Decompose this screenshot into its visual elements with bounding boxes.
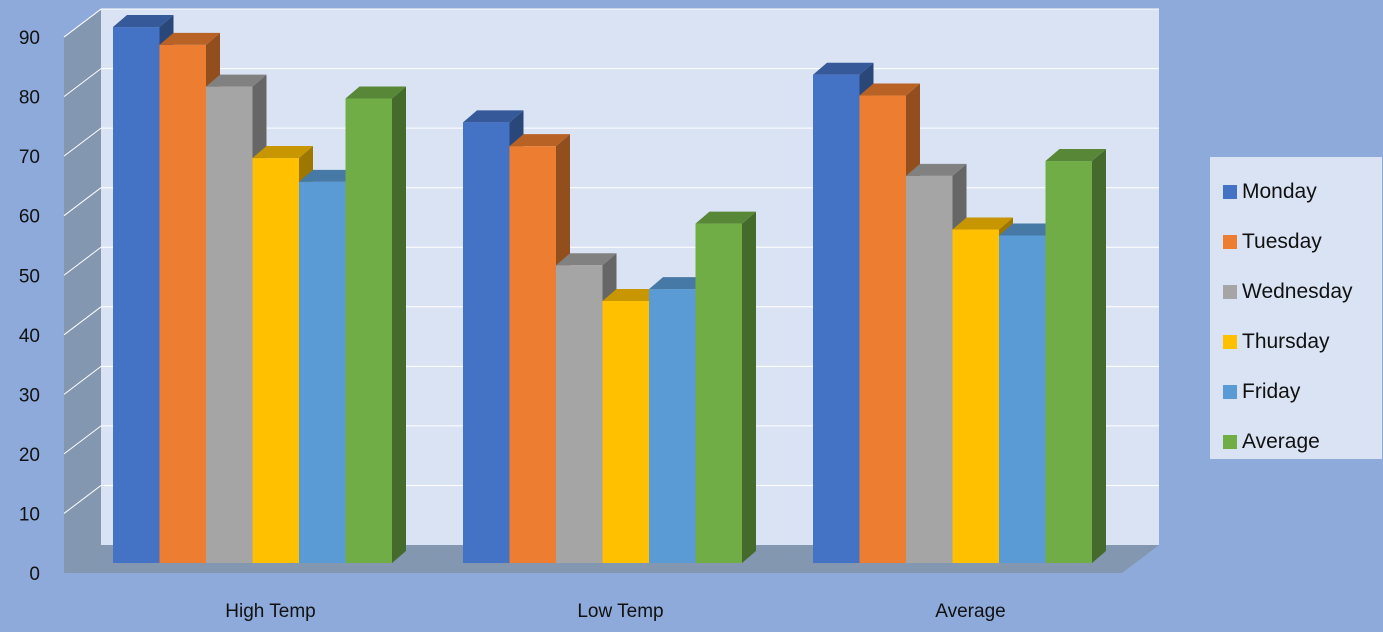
legend-swatch bbox=[1223, 435, 1237, 449]
gridline-side bbox=[63, 127, 102, 157]
bar-top bbox=[345, 86, 406, 99]
bar-top bbox=[859, 83, 920, 96]
legend: Monday Tuesday Wednesday Thursday Friday Aver… bbox=[1210, 157, 1382, 459]
y-tick-label: 50 bbox=[19, 266, 40, 287]
bar-front bbox=[649, 289, 696, 563]
y-tick-label: 40 bbox=[19, 326, 40, 347]
legend-label: Monday bbox=[1242, 180, 1317, 203]
x-tick-label: Low Temp bbox=[577, 601, 663, 622]
bar-front bbox=[999, 235, 1046, 563]
bar-top bbox=[999, 223, 1060, 236]
legend-swatch bbox=[1223, 235, 1237, 249]
bar-front bbox=[556, 265, 603, 563]
y-axis-ticks: 0 10 20 30 40 50 60 70 80 90 bbox=[19, 28, 40, 585]
legend-item: Average bbox=[1210, 417, 1382, 467]
legend-label: Tuesday bbox=[1242, 230, 1322, 253]
legend-label: Friday bbox=[1242, 380, 1301, 403]
bar-side bbox=[392, 86, 406, 563]
bar-top bbox=[649, 277, 710, 290]
bar-top bbox=[463, 110, 524, 123]
bar-top bbox=[509, 134, 570, 147]
bar bbox=[1045, 149, 1106, 563]
y-tick-label: 70 bbox=[19, 147, 40, 168]
y-tick-label: 20 bbox=[19, 445, 40, 466]
bar-front bbox=[859, 95, 906, 563]
side-wall bbox=[64, 9, 101, 574]
x-tick-label: High Temp bbox=[225, 601, 315, 622]
y-tick-label: 90 bbox=[19, 28, 40, 49]
bar-front bbox=[113, 27, 160, 564]
bar bbox=[509, 134, 570, 563]
legend-swatch bbox=[1223, 335, 1237, 349]
bar-top bbox=[206, 74, 267, 87]
legend-swatch bbox=[1223, 285, 1237, 299]
legend-item: Friday bbox=[1210, 367, 1382, 417]
bar-top bbox=[252, 146, 313, 159]
bar-top bbox=[952, 217, 1013, 230]
bar-front bbox=[345, 98, 392, 563]
gridline-side bbox=[63, 365, 102, 395]
bar-top bbox=[602, 288, 663, 301]
legend-swatch bbox=[1223, 385, 1237, 399]
legend-label: Thursday bbox=[1242, 330, 1330, 353]
y-tick-label: 60 bbox=[19, 207, 40, 228]
bar-top bbox=[906, 163, 967, 176]
bars bbox=[113, 15, 1106, 564]
legend-label: Wednesday bbox=[1242, 280, 1353, 303]
bar-top bbox=[299, 169, 360, 182]
bar-top bbox=[556, 253, 617, 266]
bar-front bbox=[695, 223, 742, 563]
gridline-side bbox=[63, 246, 102, 276]
bar bbox=[345, 86, 406, 563]
y-tick-label: 30 bbox=[19, 385, 40, 406]
legend-item: Wednesday bbox=[1210, 267, 1382, 317]
bar-front bbox=[252, 158, 299, 563]
y-tick-label: 10 bbox=[19, 504, 40, 525]
gridline-side bbox=[63, 306, 102, 336]
legend-swatch bbox=[1223, 185, 1237, 199]
legend-label: Average bbox=[1242, 430, 1320, 453]
bar-front bbox=[509, 146, 556, 563]
bar-front bbox=[463, 122, 510, 563]
y-tick-label: 80 bbox=[19, 88, 40, 109]
bar-front bbox=[602, 300, 649, 563]
legend-item: Thursday bbox=[1210, 317, 1382, 367]
bar-front bbox=[952, 229, 999, 563]
legend-item: Monday bbox=[1210, 167, 1382, 217]
bar-top bbox=[813, 62, 874, 75]
gridline-side bbox=[63, 425, 102, 455]
legend-item: Tuesday bbox=[1210, 217, 1382, 267]
gridline-side bbox=[63, 485, 102, 514]
bar-top bbox=[159, 32, 220, 45]
bar-front bbox=[159, 44, 206, 564]
bar-front bbox=[299, 181, 346, 563]
bar-front bbox=[1045, 161, 1092, 563]
gridline-side bbox=[63, 8, 102, 38]
bar-top bbox=[695, 211, 756, 224]
bar-front bbox=[813, 74, 860, 563]
gridline-side bbox=[63, 68, 102, 97]
bar-side bbox=[1092, 149, 1106, 563]
y-tick-label: 0 bbox=[29, 564, 40, 585]
bar-front bbox=[906, 175, 953, 564]
gridline-side bbox=[63, 187, 102, 217]
bar-front bbox=[206, 86, 253, 563]
bar bbox=[695, 211, 756, 563]
bar-top bbox=[1045, 149, 1106, 162]
x-tick-label: Average bbox=[935, 601, 1005, 622]
x-axis-ticks: High Temp Low Temp Average bbox=[225, 601, 1005, 622]
bar-top bbox=[113, 15, 174, 28]
bar-side bbox=[742, 211, 756, 563]
